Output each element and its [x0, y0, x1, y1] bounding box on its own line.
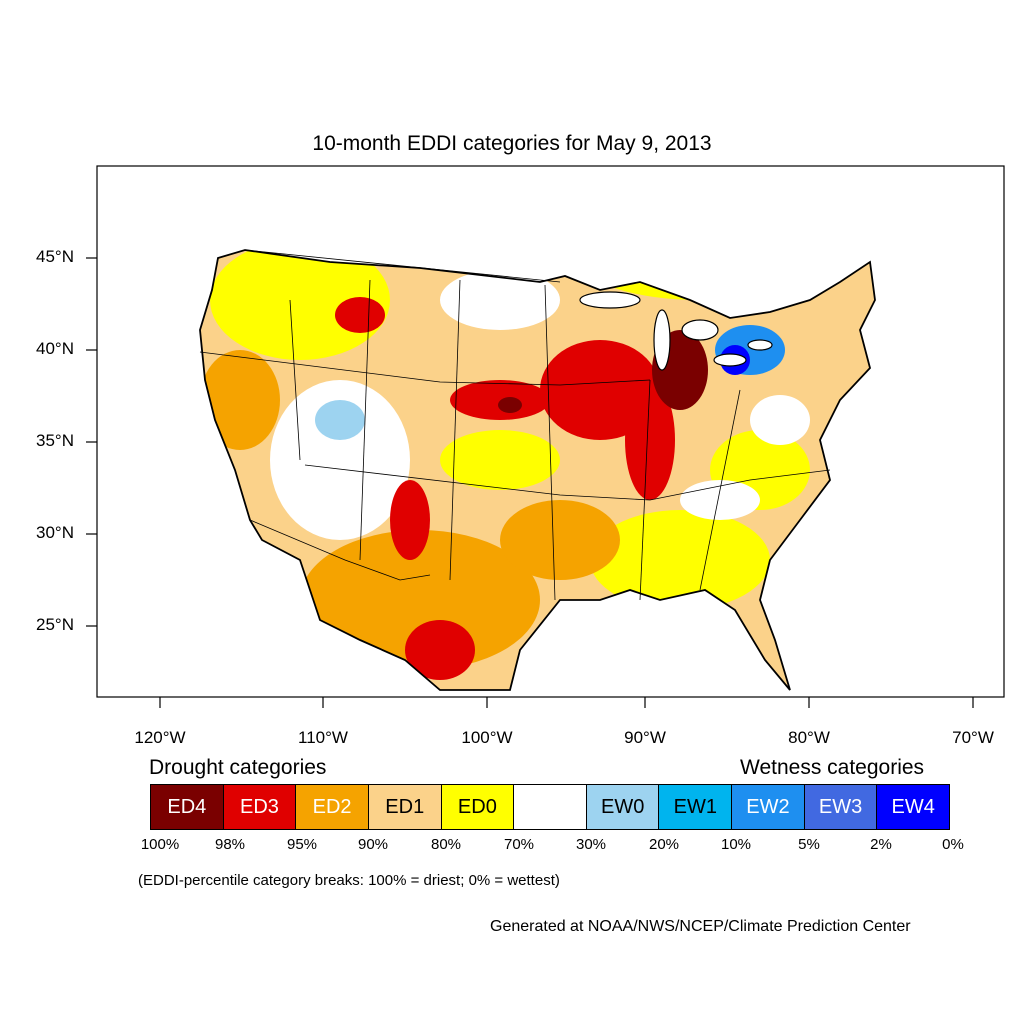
- wetness-heading: Wetness categories: [740, 756, 925, 779]
- eddi-map: [199, 249, 876, 691]
- break-label: 10%: [720, 836, 752, 853]
- lon-label-80w: 80°W: [788, 728, 830, 747]
- lon-label-110w: 110°W: [298, 728, 348, 747]
- legend-cell-ew0: EW0: [586, 785, 660, 829]
- lat-label-35: 35°N: [36, 431, 74, 450]
- break-label: 0%: [942, 836, 964, 853]
- legend-cell-ew2: EW2: [732, 785, 805, 829]
- legend-cell-ed2: ED2: [296, 785, 369, 829]
- break-label: 95%: [286, 836, 318, 853]
- lon-label-120w: 120°W: [134, 728, 186, 747]
- lon-label-90w: 90°W: [624, 728, 666, 747]
- legend-cell-ew1: EW1: [659, 785, 733, 829]
- legend-cell-normal: [514, 785, 587, 829]
- category-legend: ED4 ED3 ED2 ED1 ED0 EW0 EW1 EW2 EW3 EW4: [150, 784, 950, 830]
- break-label: 98%: [214, 836, 246, 853]
- lat-label-45: 45°N: [36, 247, 74, 266]
- break-label: 80%: [430, 836, 462, 853]
- drought-heading: Drought categories: [149, 756, 327, 779]
- map-title: 10-month EDDI categories for May 9, 2013: [312, 132, 712, 155]
- break-label: 2%: [870, 836, 892, 853]
- category-break-note: (EDDI-percentile category breaks: 100% =…: [138, 872, 560, 889]
- legend-cell-ew4: EW4: [877, 785, 950, 829]
- legend-cell-ed0: ED0: [441, 785, 515, 829]
- legend-cell-ew3: EW3: [804, 785, 878, 829]
- credit-line: Generated at NOAA/NWS/NCEP/Climate Predi…: [490, 918, 911, 935]
- break-label: 70%: [503, 836, 535, 853]
- lon-label-70w: 70°W: [952, 728, 994, 747]
- lat-label-30: 30°N: [36, 523, 74, 542]
- legend-cell-ed4: ED4: [151, 785, 224, 829]
- break-label: 5%: [798, 836, 820, 853]
- break-label: 90%: [357, 836, 389, 853]
- lat-label-25: 25°N: [36, 615, 74, 634]
- legend-cell-ed3: ED3: [223, 785, 297, 829]
- lon-label-100w: 100°W: [461, 728, 513, 747]
- break-label: 20%: [648, 836, 680, 853]
- break-label: 30%: [575, 836, 607, 853]
- lat-label-40: 40°N: [36, 339, 74, 358]
- legend-cell-ed1: ED1: [368, 785, 442, 829]
- break-label: 100%: [140, 836, 180, 853]
- map-frame: [96, 165, 1005, 698]
